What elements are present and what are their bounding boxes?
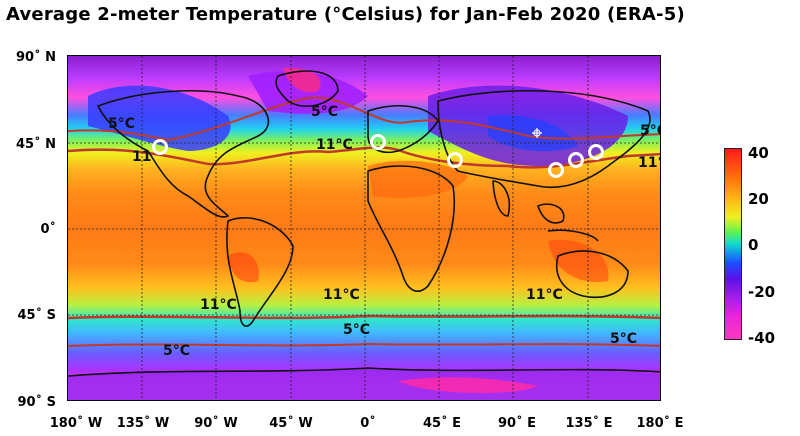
contour-label: 11°C xyxy=(323,287,360,303)
lon-label-0: 0˚ xyxy=(360,416,376,431)
colorbar-tick: 40 xyxy=(748,144,769,162)
temperature-map: 5°C 11 5°C 11°C 5°C 11°C 11°C 11°C 11°C … xyxy=(67,55,661,401)
lon-label-135w: 135˚ W xyxy=(116,416,170,431)
lon-label-90e: 90˚ E xyxy=(498,416,536,431)
contour-label: 5°C xyxy=(311,104,338,120)
colorbar-tick: -40 xyxy=(748,329,776,347)
contour-label: 5°C xyxy=(163,343,190,359)
contour-label: 11 xyxy=(132,149,151,165)
colorbar-tick: 20 xyxy=(748,190,769,208)
contour-label: 5°C xyxy=(610,331,637,347)
lat-label-90n: 90˚ N xyxy=(16,50,56,65)
location-marker xyxy=(447,152,463,168)
lat-label-90s: 90˚ S xyxy=(17,395,56,410)
lat-label-0: 0˚ xyxy=(40,222,56,237)
contour-label: 11°C xyxy=(638,155,661,171)
lon-label-90w: 90˚ W xyxy=(194,416,238,431)
location-marker xyxy=(568,152,584,168)
contour-label: 5°C xyxy=(108,116,135,132)
location-marker xyxy=(370,134,386,150)
location-marker xyxy=(152,139,168,155)
chart-title: Average 2-meter Temperature (°Celsius) f… xyxy=(6,4,685,25)
location-marker xyxy=(588,144,604,160)
crosshair-icon xyxy=(532,128,542,138)
lat-label-45s: 45˚ S xyxy=(17,308,56,323)
colorbar-tick: -20 xyxy=(748,283,776,301)
contour-label: 5°C xyxy=(640,123,661,139)
lon-label-45w: 45˚ W xyxy=(269,416,313,431)
contour-label: 11°C xyxy=(200,297,237,313)
lon-label-180e: 180˚ E xyxy=(636,416,684,431)
colorbar xyxy=(724,148,742,340)
contour-label: 11°C xyxy=(316,137,353,153)
contour-label: 11°C xyxy=(526,287,563,303)
lon-label-45e: 45˚ E xyxy=(423,416,461,431)
contour-label: 5°C xyxy=(343,322,370,338)
map-svg: 5°C 11 5°C 11°C 5°C 11°C 11°C 11°C 11°C … xyxy=(68,56,661,400)
location-marker xyxy=(548,162,564,178)
colorbar-tick: 0 xyxy=(748,236,759,254)
lon-label-135e: 135˚ E xyxy=(565,416,613,431)
lat-label-45n: 45˚ N xyxy=(16,137,56,152)
lon-label-180w: 180˚ W xyxy=(49,416,103,431)
